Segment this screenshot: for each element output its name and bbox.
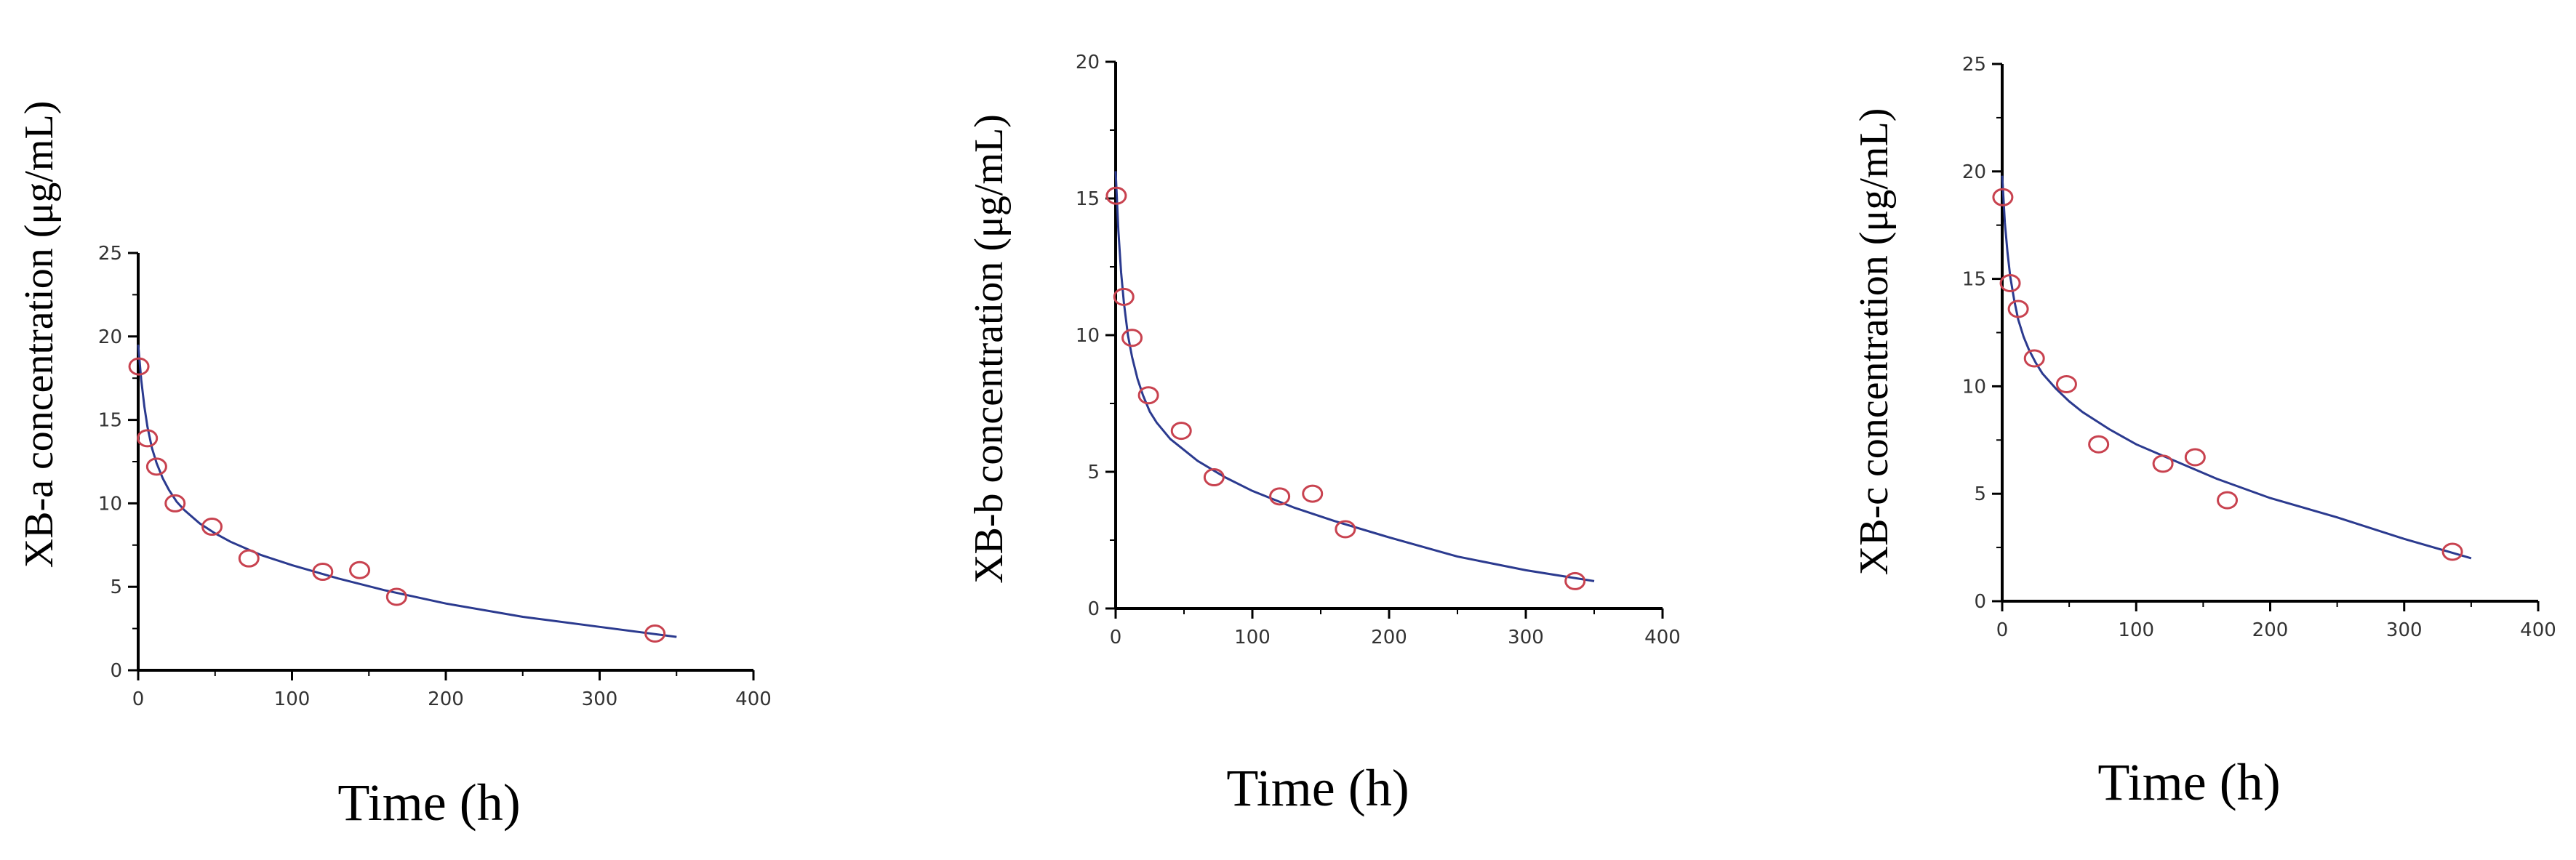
data-point-b: [1113, 287, 1135, 306]
x-tick-label-a: 0: [132, 688, 145, 710]
data-point-a: [644, 624, 666, 643]
y-tick-label-b: 20: [1076, 52, 1100, 73]
x-tick-label-b: 0: [1110, 627, 1122, 648]
data-point-a: [238, 549, 260, 568]
y-tick-label-c: 20: [1962, 161, 1986, 183]
data-point-b: [1170, 422, 1192, 441]
y-tick-label-b: 0: [1087, 598, 1100, 620]
x-tick-label-a: 300: [582, 688, 618, 710]
y-tick-label-a: 20: [98, 326, 122, 348]
x-tick-label-b: 100: [1234, 627, 1271, 648]
data-point-b: [1121, 329, 1143, 347]
y-tick-label-b: 15: [1076, 188, 1100, 210]
y-tick-label-b: 5: [1087, 462, 1100, 483]
chart-panel-a: 0 5 10 15 20 25 0 100 200 300 400 XB-a concentrati…: [17, 101, 772, 832]
data-point-a: [312, 563, 334, 582]
x-tick-label-b: 400: [1644, 627, 1681, 648]
data-point-c: [2023, 349, 2045, 368]
data-point-a: [164, 494, 186, 513]
data-point-c: [2152, 454, 2174, 473]
x-axis-label-a: Time (h): [337, 773, 520, 832]
y-tick-label-c: 0: [1974, 591, 1986, 613]
y-tick-label-c: 25: [1962, 54, 1986, 76]
y-axis-label-b: XB-b concentration (μg/mL): [967, 114, 1012, 584]
data-point-c: [2007, 300, 2029, 318]
data-point-a: [128, 357, 150, 376]
x-tick-label-a: 100: [274, 688, 311, 710]
x-axis-label-b: Time (h): [1226, 759, 1409, 817]
x-tick-label-a: 200: [428, 688, 464, 710]
y-tick-label-c: 10: [1962, 376, 1986, 398]
x-tick-label-b: 300: [1508, 627, 1544, 648]
chart-panel-c: 0 5 10 15 20 25 0 100 200 300 400 XB-c concentrati…: [1852, 54, 2556, 811]
y-tick-label-a: 0: [110, 660, 122, 682]
y-tick-label-c: 15: [1962, 269, 1986, 291]
x-tick-label-c: 0: [1996, 619, 2009, 641]
fit-curve-b: [1114, 171, 1595, 582]
x-axis-label-c: Time (h): [2097, 753, 2280, 811]
data-point-a: [145, 457, 167, 476]
data-point-c: [1999, 274, 2021, 293]
data-point-c: [2184, 448, 2206, 467]
data-point-b: [1137, 386, 1159, 405]
x-tick-label-c: 100: [2118, 619, 2154, 641]
data-point-c: [2441, 542, 2463, 561]
data-point-c: [2088, 435, 2110, 454]
y-tick-label-a: 15: [98, 410, 122, 432]
fit-curve-c: [2001, 175, 2472, 560]
data-point-a: [349, 560, 371, 579]
data-point-b: [1269, 487, 1291, 506]
data-point-b: [1203, 468, 1225, 487]
y-tick-label-a: 25: [98, 243, 122, 265]
data-point-a: [385, 587, 407, 606]
data-point-b: [1302, 484, 1324, 503]
data-point-c: [1992, 188, 2014, 206]
data-point-b: [1105, 186, 1127, 205]
y-axis-label-a: XB-a concentration (μg/mL): [17, 101, 62, 568]
x-tick-label-c: 300: [2386, 619, 2423, 641]
data-point-b: [1564, 571, 1586, 590]
x-tick-label-a: 400: [735, 688, 772, 710]
data-point-c: [2217, 491, 2239, 510]
y-axis-label-c: XB-c concentration (μg/mL): [1852, 108, 1897, 576]
x-tick-label-c: 400: [2520, 619, 2556, 641]
fit-curve-a: [137, 345, 677, 638]
data-point-b: [1335, 520, 1356, 539]
data-point-a: [137, 429, 159, 448]
y-tick-label-a: 10: [98, 493, 122, 515]
y-tick-label-a: 5: [110, 576, 122, 598]
y-tick-label-c: 5: [1974, 483, 1986, 505]
y-tick-label-b: 10: [1076, 325, 1100, 347]
x-tick-label-b: 200: [1371, 627, 1407, 648]
x-tick-label-c: 200: [2252, 619, 2289, 641]
plot-area-c: 0 5 10 15 20 25 0 100 200 300 400: [1962, 54, 2556, 641]
data-point-a: [201, 518, 223, 537]
data-point-c: [2055, 374, 2077, 393]
plot-area-a: 0 5 10 15 20 25 0 100 200 300 400: [98, 243, 772, 710]
